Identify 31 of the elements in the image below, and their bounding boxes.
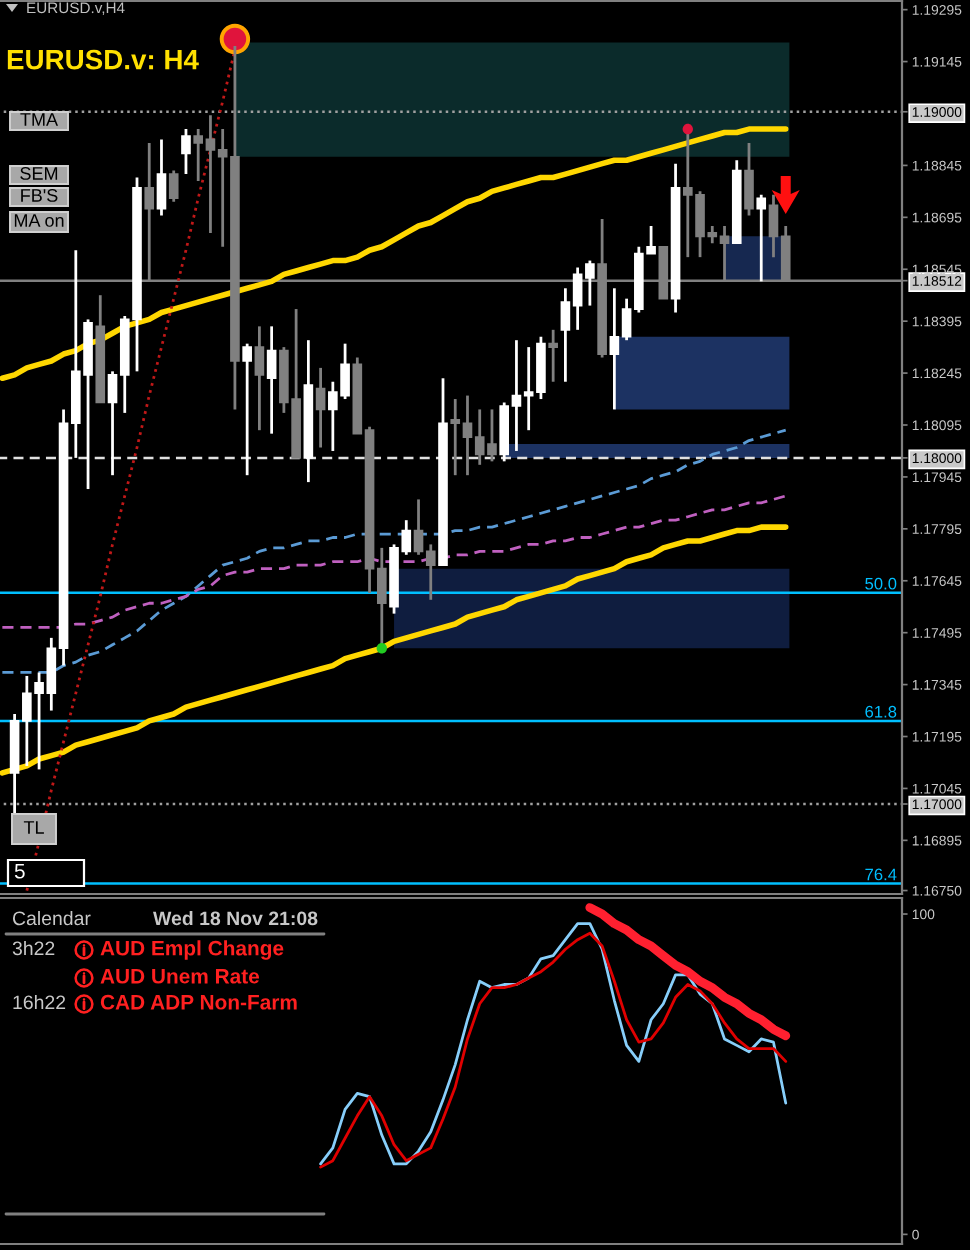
annotation: 61.8 bbox=[865, 705, 897, 718]
candlestick bbox=[548, 328, 558, 384]
line-series bbox=[0, 524, 789, 776]
candlestick bbox=[156, 138, 167, 217]
annotation: TMA bbox=[20, 113, 59, 126]
annotation: Calendar bbox=[12, 910, 91, 926]
candlestick bbox=[266, 324, 277, 436]
candlestick bbox=[168, 169, 179, 204]
line-series bbox=[585, 903, 791, 1041]
line-series bbox=[0, 126, 789, 382]
candlestick bbox=[315, 366, 326, 449]
line-series bbox=[0, 494, 788, 629]
annotation: FB'S bbox=[21, 189, 58, 202]
candlestick bbox=[744, 141, 754, 217]
candlestick bbox=[756, 193, 767, 283]
annotation: CAD ADP Non-Farm bbox=[100, 994, 297, 1010]
annotation: 50.0 bbox=[865, 577, 897, 590]
annotation: AUD Empl Change bbox=[100, 940, 284, 960]
candlestick bbox=[254, 324, 265, 432]
annotation: 3h22 bbox=[12, 940, 55, 956]
annotation: TL bbox=[23, 821, 44, 834]
annotation: MA on bbox=[14, 214, 64, 227]
text: EURUSD.v: H4 bbox=[7, 49, 199, 70]
annotation: 76.4 bbox=[865, 868, 897, 881]
candlestick bbox=[181, 127, 191, 176]
annotation: 5 bbox=[14, 864, 25, 879]
annotation: 16h22 bbox=[13, 994, 66, 1010]
annotation: SEM bbox=[20, 167, 58, 180]
annotation: Wed 18 Nov 21:08 bbox=[153, 910, 318, 926]
candlestick bbox=[242, 342, 252, 477]
annotation: AUD Unem Rate bbox=[100, 969, 260, 984]
